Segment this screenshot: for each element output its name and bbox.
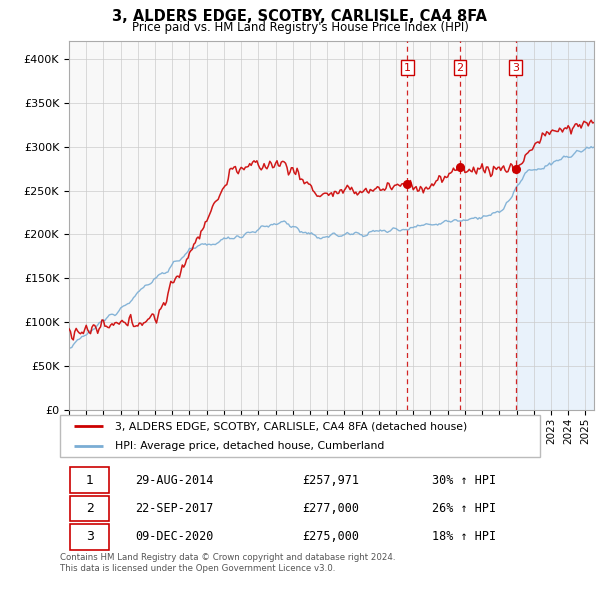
- Text: £275,000: £275,000: [302, 530, 359, 543]
- Text: 3: 3: [512, 63, 519, 73]
- Text: HPI: Average price, detached house, Cumberland: HPI: Average price, detached house, Cumb…: [115, 441, 385, 451]
- Text: 29-AUG-2014: 29-AUG-2014: [135, 474, 213, 487]
- Text: £257,971: £257,971: [302, 474, 359, 487]
- Text: 30% ↑ HPI: 30% ↑ HPI: [431, 474, 496, 487]
- FancyBboxPatch shape: [60, 415, 540, 457]
- Text: 2: 2: [86, 502, 94, 515]
- Text: Contains HM Land Registry data © Crown copyright and database right 2024.: Contains HM Land Registry data © Crown c…: [60, 553, 395, 562]
- FancyBboxPatch shape: [70, 524, 109, 549]
- Text: 3, ALDERS EDGE, SCOTBY, CARLISLE, CA4 8FA (detached house): 3, ALDERS EDGE, SCOTBY, CARLISLE, CA4 8F…: [115, 421, 467, 431]
- Text: 1: 1: [404, 63, 411, 73]
- Text: 2: 2: [457, 63, 464, 73]
- FancyBboxPatch shape: [70, 467, 109, 493]
- Text: £277,000: £277,000: [302, 502, 359, 515]
- Text: 22-SEP-2017: 22-SEP-2017: [135, 502, 213, 515]
- Text: 26% ↑ HPI: 26% ↑ HPI: [431, 502, 496, 515]
- Text: 09-DEC-2020: 09-DEC-2020: [135, 530, 213, 543]
- Text: 1: 1: [86, 474, 94, 487]
- Text: This data is licensed under the Open Government Licence v3.0.: This data is licensed under the Open Gov…: [60, 564, 335, 573]
- Text: 3: 3: [86, 530, 94, 543]
- Text: 18% ↑ HPI: 18% ↑ HPI: [431, 530, 496, 543]
- Bar: [515, 41, 594, 410]
- Text: 3, ALDERS EDGE, SCOTBY, CARLISLE, CA4 8FA: 3, ALDERS EDGE, SCOTBY, CARLISLE, CA4 8F…: [113, 9, 487, 24]
- Text: Price paid vs. HM Land Registry's House Price Index (HPI): Price paid vs. HM Land Registry's House …: [131, 21, 469, 34]
- FancyBboxPatch shape: [70, 496, 109, 522]
